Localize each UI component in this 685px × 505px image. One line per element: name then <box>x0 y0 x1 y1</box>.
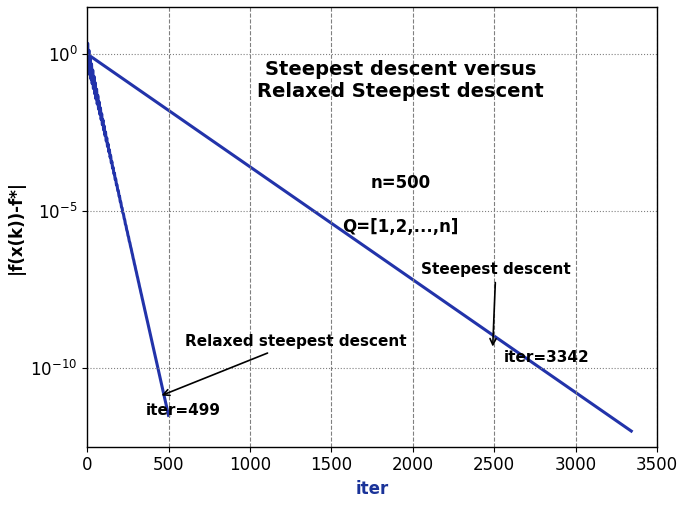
Text: Relaxed steepest descent: Relaxed steepest descent <box>163 334 407 395</box>
Text: iter=3342: iter=3342 <box>504 350 590 365</box>
Y-axis label: |f(x(k))-f*|: |f(x(k))-f*| <box>7 180 25 274</box>
Text: Steepest descent: Steepest descent <box>421 262 571 345</box>
Text: n=500: n=500 <box>371 174 431 192</box>
Text: iter=499: iter=499 <box>146 403 221 418</box>
Text: Q=[1,2,...,n]: Q=[1,2,...,n] <box>342 218 459 236</box>
X-axis label: iter: iter <box>356 480 389 498</box>
Text: Steepest descent versus
Relaxed Steepest descent: Steepest descent versus Relaxed Steepest… <box>258 60 544 100</box>
